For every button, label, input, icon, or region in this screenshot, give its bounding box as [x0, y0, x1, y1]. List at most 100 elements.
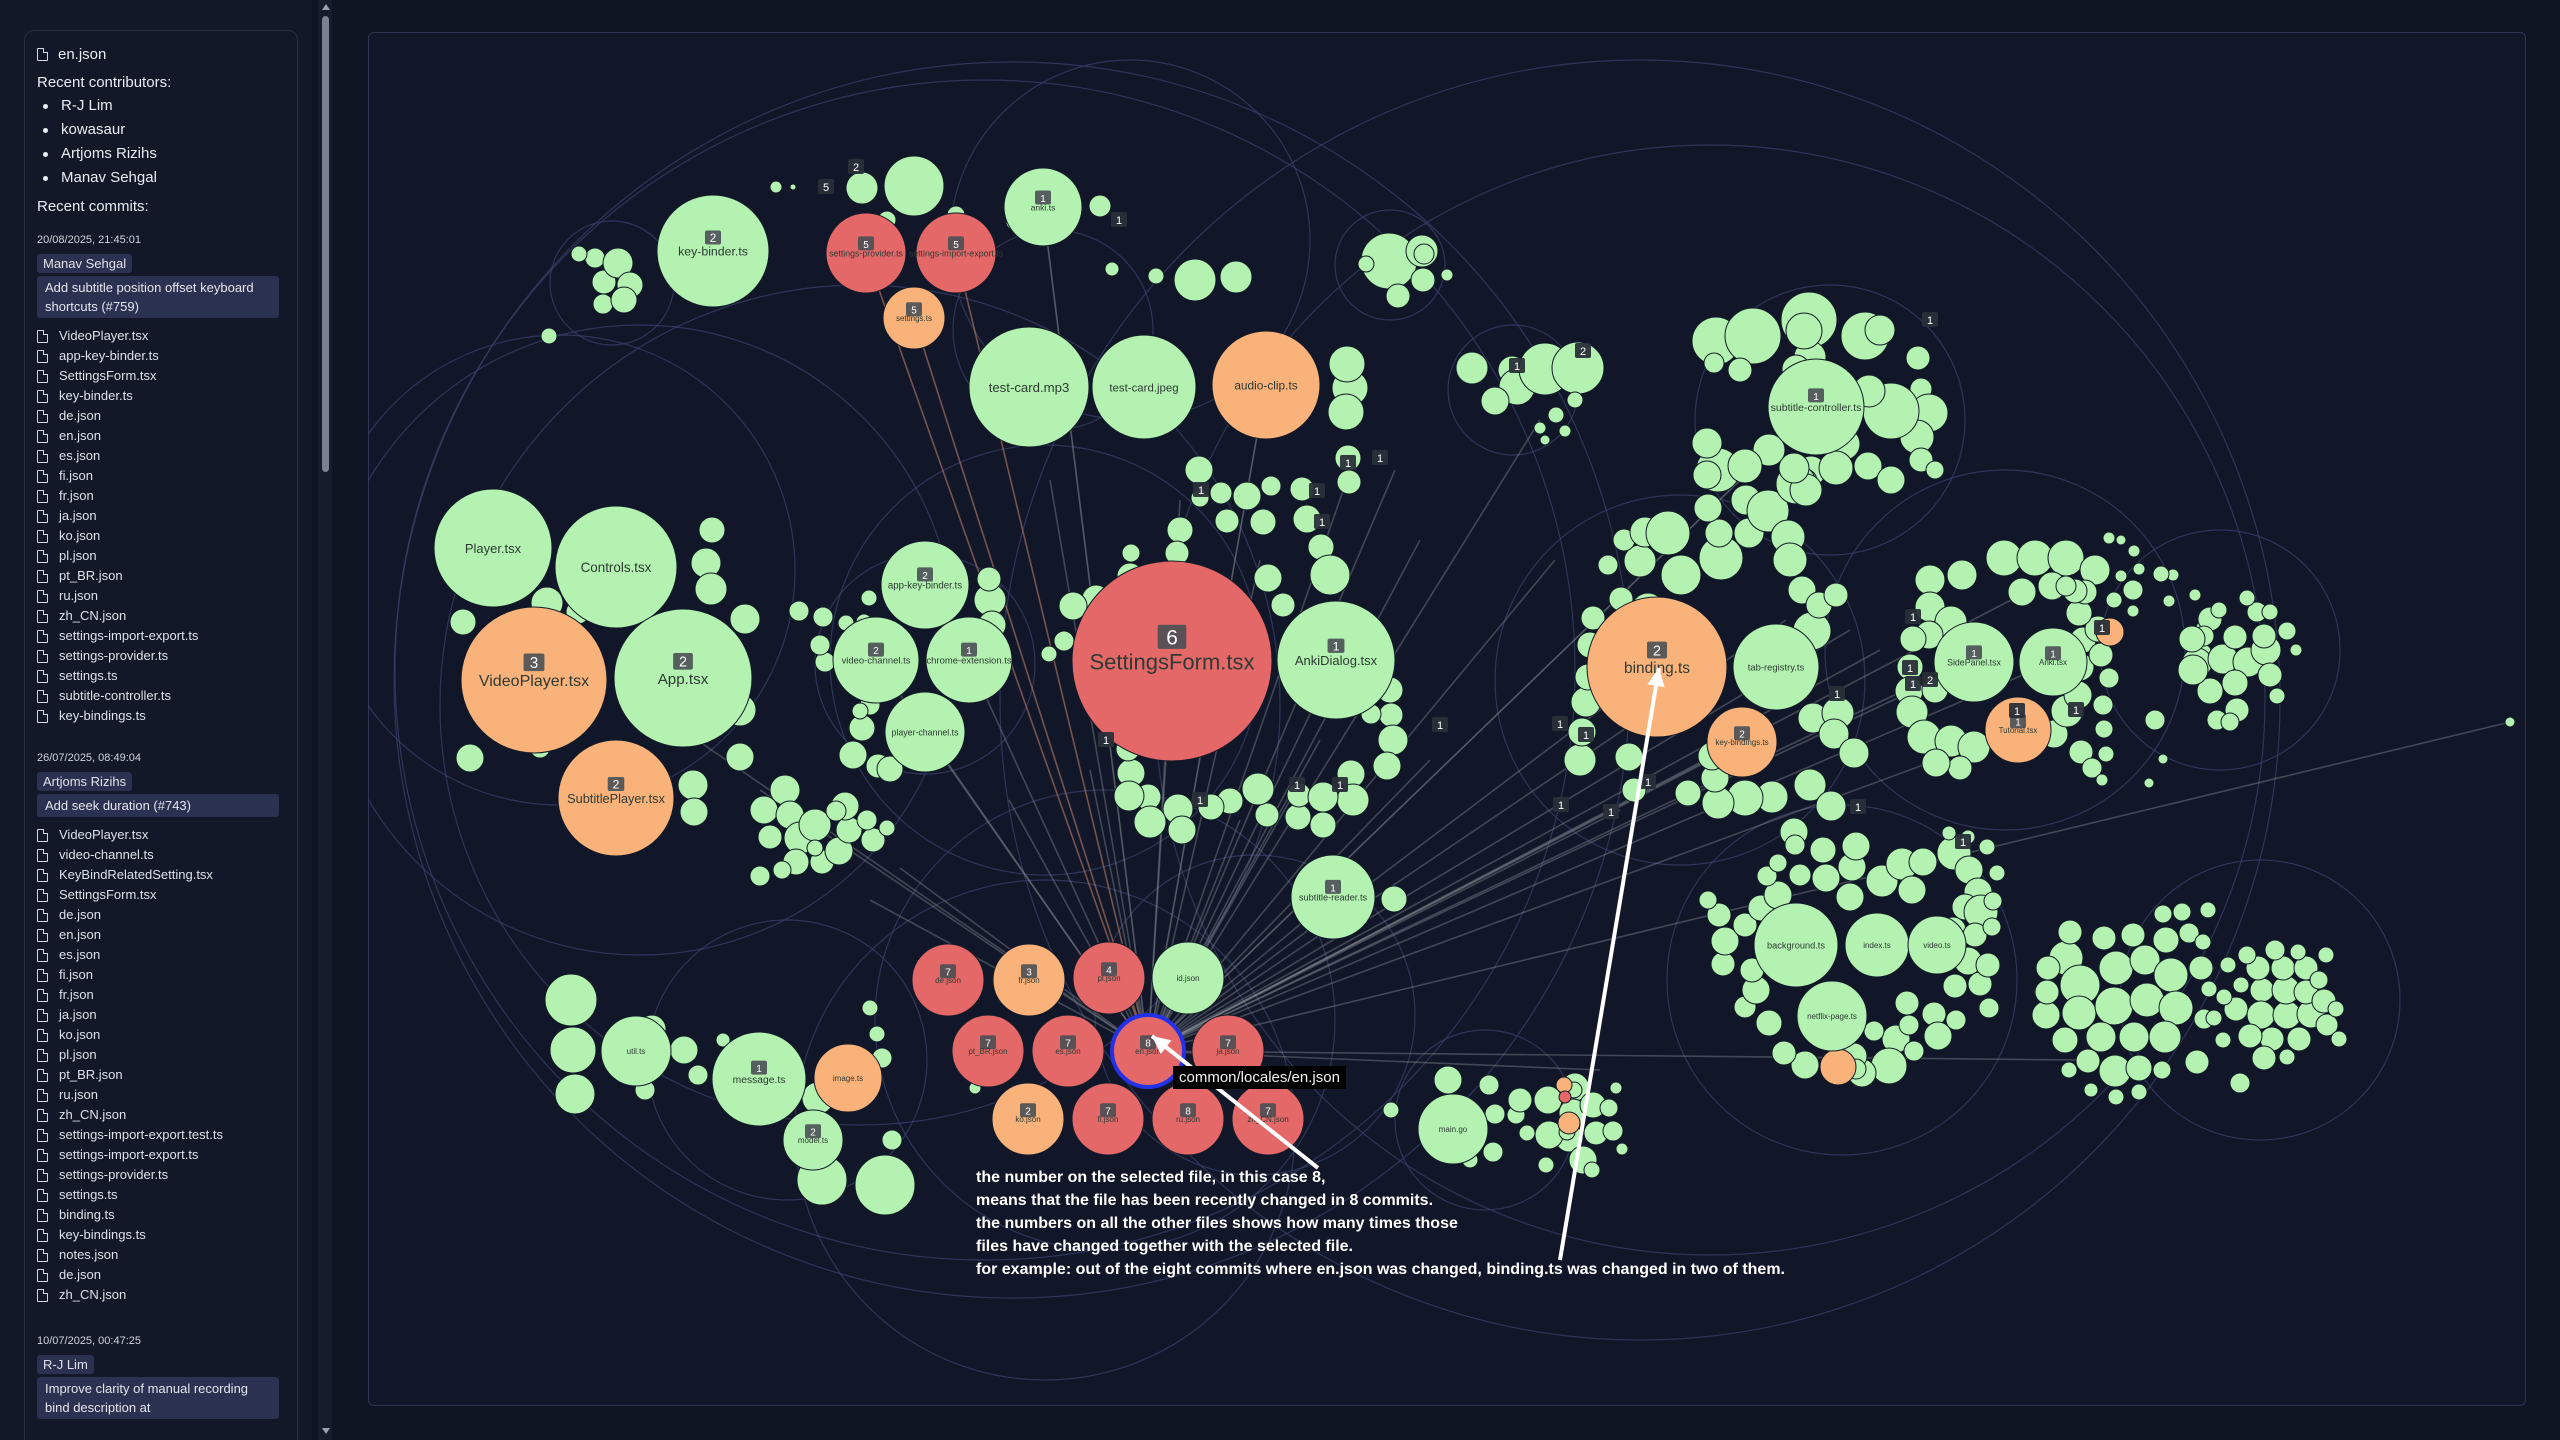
file-bubble[interactable] — [1214, 508, 1240, 534]
file-bubble[interactable] — [1232, 481, 1262, 511]
file-bubble[interactable] — [2251, 1045, 2277, 1071]
commit-author[interactable]: R-J Lim — [37, 1355, 94, 1374]
commit-file-item[interactable]: pt_BR.json — [37, 1065, 287, 1085]
file-bubble[interactable] — [1290, 854, 1376, 940]
file-bubble[interactable] — [1482, 1141, 1504, 1163]
file-bubble[interactable] — [1703, 352, 1725, 374]
file-bubble[interactable] — [968, 326, 1090, 448]
file-bubble[interactable] — [1811, 863, 1841, 893]
file-bubble[interactable] — [2232, 976, 2250, 994]
file-node[interactable]: id.json — [1151, 941, 1225, 1015]
commit-file-item[interactable]: fr.json — [37, 486, 287, 506]
file-bubble[interactable] — [2130, 1083, 2148, 1101]
file-bubble[interactable] — [1660, 554, 1702, 596]
file-bubble[interactable] — [1566, 391, 1584, 409]
file-bubble[interactable] — [1835, 882, 1865, 912]
file-bubble[interactable] — [1863, 1020, 1885, 1042]
file-bubble[interactable] — [878, 819, 896, 837]
commit-file-item[interactable]: pl.json — [37, 546, 287, 566]
file-bubble[interactable] — [2178, 922, 2200, 944]
file-bubble[interactable] — [1946, 559, 1978, 591]
file-bubble[interactable] — [1003, 167, 1083, 247]
commit-file-item[interactable]: binding.ts — [37, 1205, 287, 1225]
commit-file-item[interactable]: pt_BR.json — [37, 566, 287, 586]
file-bubble[interactable] — [1307, 781, 1339, 813]
file-bubble[interactable] — [1905, 345, 1931, 371]
scroll-down-arrow-icon[interactable] — [322, 1428, 330, 1434]
file-node[interactable]: 4pl.json — [1072, 941, 1146, 1015]
file-bubble[interactable] — [1309, 554, 1351, 596]
file-bubble[interactable] — [1894, 990, 1920, 1016]
file-bubble[interactable] — [2162, 594, 2176, 608]
file-bubble[interactable] — [1983, 891, 2003, 911]
file-node[interactable]: 2ko.json — [991, 1082, 1065, 1156]
file-bubble[interactable] — [782, 1109, 844, 1171]
file-bubble[interactable] — [1841, 831, 1871, 861]
file-bubble[interactable] — [455, 743, 485, 773]
file-bubble[interactable] — [881, 1129, 903, 1151]
file-bubble[interactable] — [1692, 460, 1722, 490]
file-bubble[interactable] — [2081, 757, 2103, 779]
file-bubble[interactable] — [1211, 330, 1321, 440]
file-bubble[interactable] — [2172, 902, 2192, 922]
file-bubble[interactable] — [679, 797, 709, 827]
file-bubble[interactable] — [1091, 334, 1197, 440]
file-bubble[interactable] — [2251, 623, 2277, 649]
commit-file-item[interactable]: settings-import-export.ts — [37, 626, 287, 646]
file-bubble[interactable] — [1838, 737, 1870, 769]
file-bubble[interactable] — [1173, 258, 1217, 302]
file-bubble[interactable] — [1710, 951, 1736, 977]
file-bubble[interactable] — [2057, 919, 2083, 945]
file-node[interactable]: 8ru.json — [1151, 1082, 1225, 1156]
file-bubble[interactable] — [656, 194, 770, 308]
commit-file-item[interactable]: key-binder.ts — [37, 386, 287, 406]
file-bubble[interactable] — [2205, 1009, 2223, 1027]
file-node[interactable]: netflix-page.ts — [1796, 980, 1868, 1052]
file-bubble[interactable] — [1790, 1050, 1820, 1080]
file-bubble[interactable] — [1276, 600, 1396, 720]
file-bubble[interactable] — [2188, 955, 2214, 981]
file-bubble[interactable] — [2083, 1082, 2099, 1098]
file-bubble[interactable] — [1480, 386, 1510, 416]
file-bubble[interactable] — [449, 608, 477, 636]
file-bubble[interactable] — [1110, 1013, 1186, 1089]
file-bubble[interactable] — [1378, 702, 1404, 728]
file-bubble[interactable] — [1614, 742, 1644, 772]
file-bubble[interactable] — [2060, 1061, 2078, 1079]
file-bubble[interactable] — [1147, 267, 1165, 285]
commit-file-item[interactable]: ru.json — [37, 586, 287, 606]
file-node[interactable]: 7zh_CN.json — [1231, 1082, 1305, 1156]
file-bubble[interactable] — [1933, 621, 2015, 703]
file-bubble[interactable] — [2152, 565, 2170, 583]
file-bubble[interactable] — [2098, 950, 2134, 986]
file-bubble[interactable] — [2327, 1000, 2345, 1018]
file-bubble[interactable] — [2031, 1000, 2061, 1030]
contributor-item[interactable]: kowasaur — [37, 118, 287, 142]
file-bubble[interactable] — [1533, 421, 1547, 435]
file-bubble[interactable] — [1941, 825, 1957, 841]
file-bubble[interactable] — [1732, 912, 1758, 938]
commit-file-item[interactable]: settings.ts — [37, 666, 287, 686]
file-bubble[interactable] — [2238, 589, 2256, 607]
file-bubble[interactable] — [1870, 1047, 1908, 1085]
commit-file-item[interactable]: settings-import-export.ts — [37, 1145, 287, 1165]
file-bubble[interactable] — [1752, 433, 1786, 467]
file-bubble[interactable] — [1166, 516, 1194, 544]
file-bubble-chart[interactable]: Player.tsxControls.tsx3VideoPlayer.tsx2A… — [368, 32, 2526, 1406]
file-bubble[interactable] — [2092, 694, 2114, 716]
file-bubble[interactable] — [1558, 424, 1572, 438]
file-bubble[interactable] — [554, 1073, 596, 1115]
file-bubble[interactable] — [2098, 667, 2120, 689]
file-bubble[interactable] — [554, 505, 678, 629]
file-bubble[interactable] — [2157, 753, 2169, 765]
file-bubble[interactable] — [1602, 1120, 1624, 1142]
file-bubble[interactable] — [1053, 630, 1075, 652]
file-bubble[interactable] — [1768, 853, 1788, 873]
file-bubble[interactable] — [880, 540, 970, 630]
contributor-item[interactable]: Manav Sehgal — [37, 166, 287, 190]
file-bubble[interactable] — [1547, 406, 1565, 424]
